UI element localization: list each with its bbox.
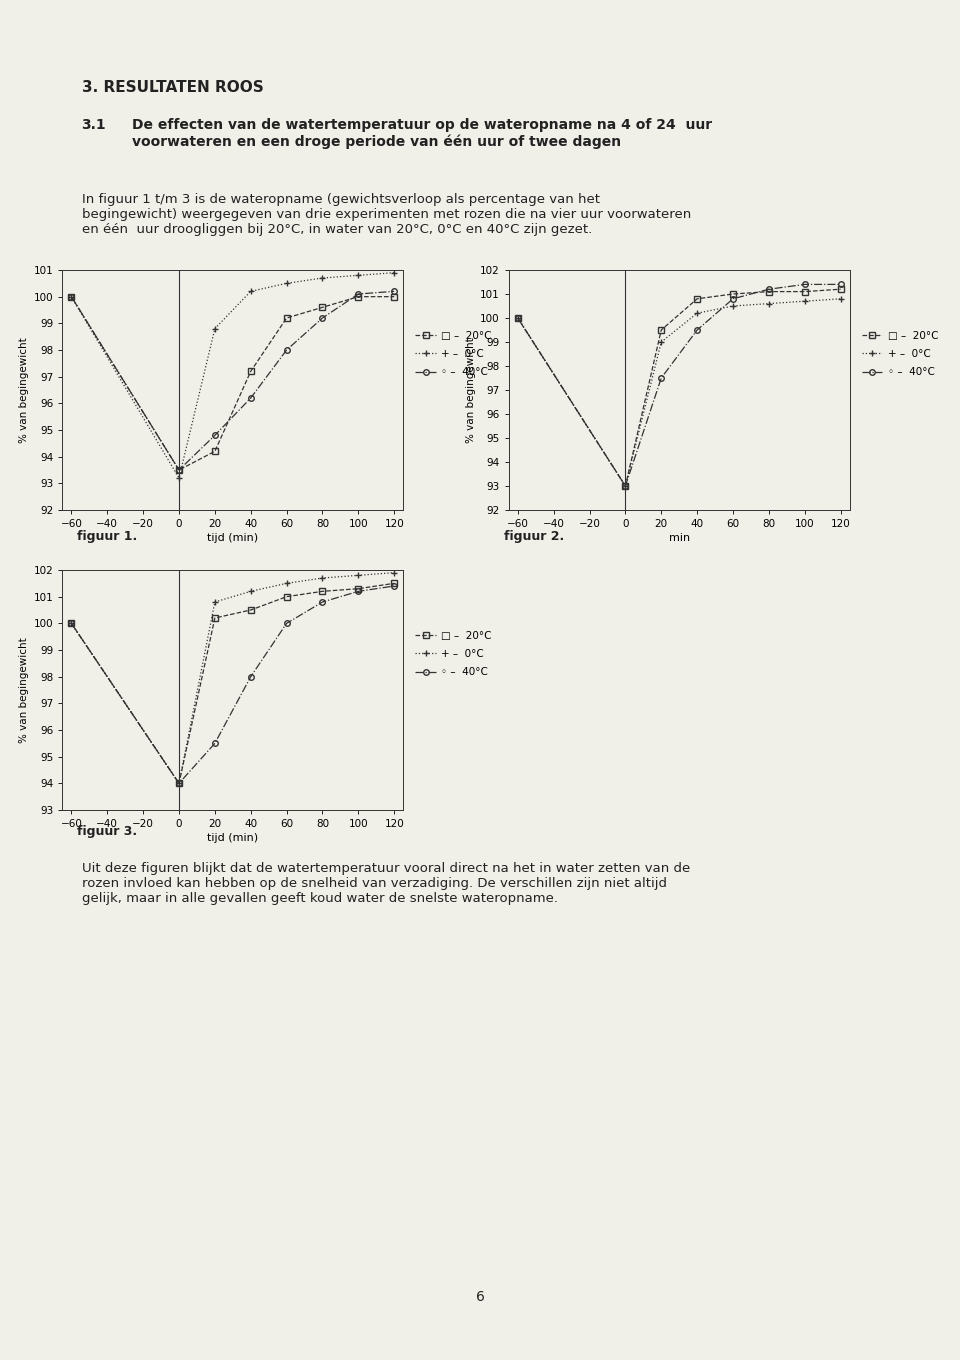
Text: 6: 6 xyxy=(475,1291,485,1304)
Y-axis label: % van begingewicht: % van begingewicht xyxy=(19,636,30,743)
Text: figuur 3.: figuur 3. xyxy=(77,826,137,838)
Text: De effecten van de watertemperatuur op de wateropname na 4 of 24  uur
voorwatere: De effecten van de watertemperatuur op d… xyxy=(132,118,711,148)
Text: 3.1: 3.1 xyxy=(82,118,107,132)
Text: 3. RESULTATEN ROOS: 3. RESULTATEN ROOS xyxy=(82,80,263,95)
Text: figuur 2.: figuur 2. xyxy=(504,530,564,543)
Text: figuur 1.: figuur 1. xyxy=(77,530,137,543)
Text: Uit deze figuren blijkt dat de watertemperatuur vooral direct na het in water ze: Uit deze figuren blijkt dat de watertemp… xyxy=(82,862,690,904)
Legend: □ –  20°C, + –  0°C, ◦ –  40°C: □ – 20°C, + – 0°C, ◦ – 40°C xyxy=(416,631,492,677)
Y-axis label: % van begingewicht: % van begingewicht xyxy=(19,337,30,443)
Legend: □ –  20°C, + –  0°C, ◦ –  40°C: □ – 20°C, + – 0°C, ◦ – 40°C xyxy=(416,330,492,377)
Text: In figuur 1 t/m 3 is de wateropname (gewichtsverloop als percentage van het
begi: In figuur 1 t/m 3 is de wateropname (gew… xyxy=(82,193,691,237)
X-axis label: min: min xyxy=(668,533,690,543)
X-axis label: tijd (min): tijd (min) xyxy=(207,834,258,843)
X-axis label: tijd (min): tijd (min) xyxy=(207,533,258,543)
Y-axis label: % van begingewicht: % van begingewicht xyxy=(466,337,476,443)
Legend: □ –  20°C, + –  0°C, ◦ –  40°C: □ – 20°C, + – 0°C, ◦ – 40°C xyxy=(862,330,938,377)
